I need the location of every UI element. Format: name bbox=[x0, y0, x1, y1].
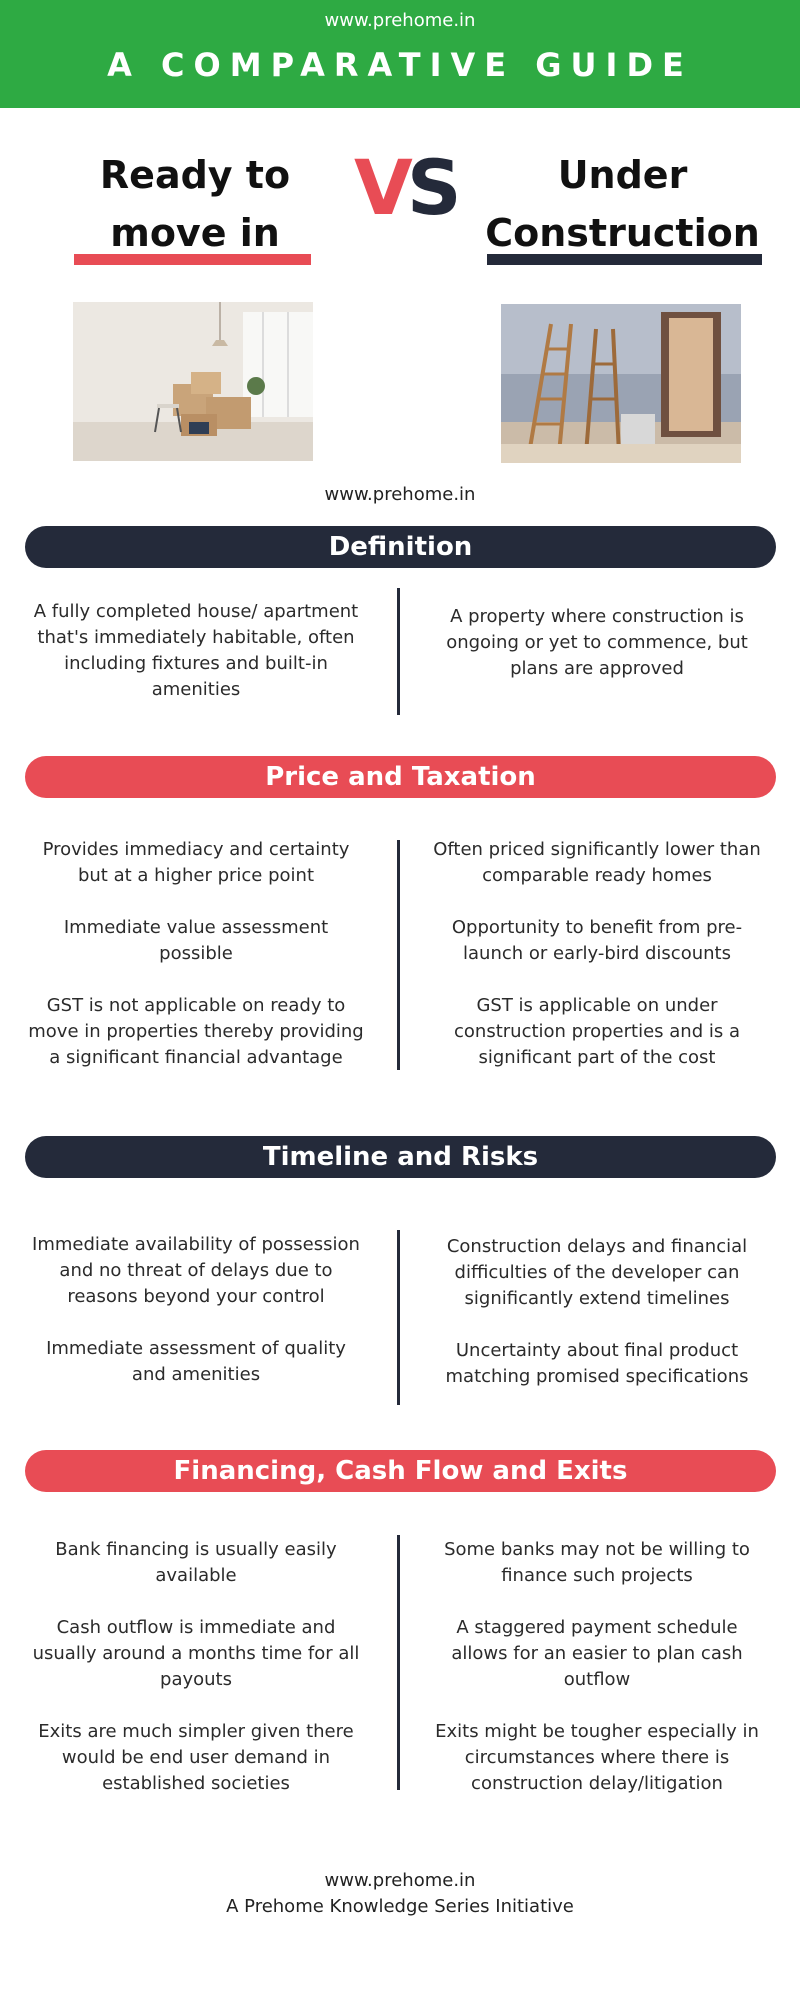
page-title: A COMPARATIVE GUIDE bbox=[107, 46, 693, 84]
financing-construction-text: Some banks may not be willing to finance… bbox=[430, 1537, 764, 1823]
timeline-ready-item: Immediate assessment of quality and amen… bbox=[46, 1338, 346, 1385]
definition-ready-item: A fully completed house/ apartment that'… bbox=[33, 601, 359, 700]
header-url: www.prehome.in bbox=[324, 10, 476, 31]
ready-home-photo bbox=[73, 302, 313, 461]
price-construction-item: Opportunity to benefit from pre-launch o… bbox=[451, 917, 743, 964]
definition-ready-text: A fully completed house/ apartment that'… bbox=[28, 599, 364, 729]
price-construction-text: Often priced significantly lower than co… bbox=[430, 837, 764, 1097]
financing-ready-text: Bank financing is usually easily availab… bbox=[28, 1537, 364, 1823]
vs-letter-s: S bbox=[406, 143, 462, 232]
financing-ready-item: Bank financing is usually easily availab… bbox=[55, 1539, 337, 1586]
footer: www.prehome.in A Prehome Knowledge Serie… bbox=[0, 1868, 800, 1920]
vs-mark: VS bbox=[354, 142, 462, 234]
price-divider bbox=[397, 840, 400, 1070]
ready-underline bbox=[74, 254, 311, 265]
construction-site-photo bbox=[501, 304, 741, 463]
construction-underline bbox=[487, 254, 762, 265]
timeline-ready-text: Immediate availability of possession and… bbox=[28, 1232, 364, 1414]
financing-ready-item: Cash outflow is immediate and usually ar… bbox=[32, 1617, 360, 1690]
timeline-divider bbox=[397, 1230, 400, 1405]
financing-divider bbox=[397, 1535, 400, 1790]
financing-ready-item: Exits are much simpler given there would… bbox=[38, 1721, 354, 1794]
price-ready-item: Immediate value assessment possible bbox=[63, 917, 329, 964]
price-taxation-header: Price and Taxation bbox=[25, 756, 776, 798]
timeline-construction-item: Uncertainty about final product matching… bbox=[445, 1340, 749, 1387]
under-construction-title: Under Construction bbox=[485, 153, 760, 255]
vs-letter-v: V bbox=[354, 143, 413, 232]
header-band: www.prehome.in A COMPARATIVE GUIDE bbox=[0, 0, 800, 108]
price-construction-item: Often priced significantly lower than co… bbox=[433, 839, 761, 886]
definition-construction-item: A property where construction is ongoing… bbox=[446, 606, 748, 679]
ready-to-move-title: Ready to move in bbox=[99, 153, 291, 255]
definition-divider bbox=[397, 588, 400, 715]
price-ready-item: GST is not applicable on ready to move i… bbox=[28, 995, 364, 1068]
financing-construction-item: Some banks may not be willing to finance… bbox=[444, 1539, 750, 1586]
footer-url: www.prehome.in bbox=[324, 1870, 476, 1891]
timeline-risks-header: Timeline and Risks bbox=[25, 1136, 776, 1178]
financing-header: Financing, Cash Flow and Exits bbox=[25, 1450, 776, 1492]
price-ready-item: Provides immediacy and certainty but at … bbox=[42, 839, 350, 886]
financing-construction-item: Exits might be tougher especially in cir… bbox=[435, 1721, 759, 1794]
footer-tagline: A Prehome Knowledge Series Initiative bbox=[226, 1896, 574, 1917]
price-construction-item: GST is applicable on under construction … bbox=[454, 995, 740, 1068]
definition-header: Definition bbox=[25, 526, 776, 568]
financing-construction-item: A staggered payment schedule allows for … bbox=[451, 1617, 743, 1690]
timeline-construction-item: Construction delays and financial diffic… bbox=[446, 1236, 748, 1309]
price-ready-text: Provides immediacy and certainty but at … bbox=[28, 837, 364, 1097]
timeline-construction-text: Construction delays and financial diffic… bbox=[430, 1234, 764, 1416]
timeline-ready-item: Immediate availability of possession and… bbox=[32, 1234, 360, 1307]
mid-url: www.prehome.in bbox=[324, 484, 476, 505]
definition-construction-text: A property where construction is ongoing… bbox=[430, 604, 764, 708]
